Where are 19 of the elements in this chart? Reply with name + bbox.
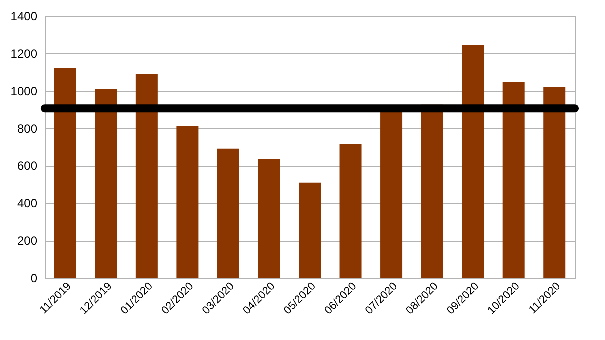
bar [299,182,321,278]
y-tick-label: 800 [17,122,38,136]
bar [54,68,76,278]
bar [502,82,525,278]
bar [544,87,566,278]
bar [340,144,362,278]
bar [176,126,199,278]
y-tick-label: 200 [17,234,38,248]
bar [258,159,280,278]
y-tick-label: 600 [17,159,38,174]
bar [217,148,240,278]
y-tick-label: 1200 [10,46,38,61]
bar [462,45,484,278]
bar [95,88,118,278]
y-tick-label: 400 [17,196,38,211]
y-tick-label: 0 [30,272,38,286]
y-tick-label: 1000 [10,84,38,98]
bar [136,74,158,278]
y-tick-label: 1400 [10,10,38,24]
